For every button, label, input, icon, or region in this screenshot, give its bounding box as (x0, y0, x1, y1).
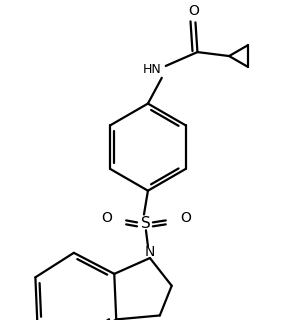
Text: O: O (180, 212, 191, 225)
Text: O: O (188, 5, 199, 18)
Text: O: O (101, 212, 112, 225)
Text: S: S (141, 216, 151, 231)
Text: HN: HN (142, 63, 161, 76)
Text: N: N (145, 245, 155, 259)
